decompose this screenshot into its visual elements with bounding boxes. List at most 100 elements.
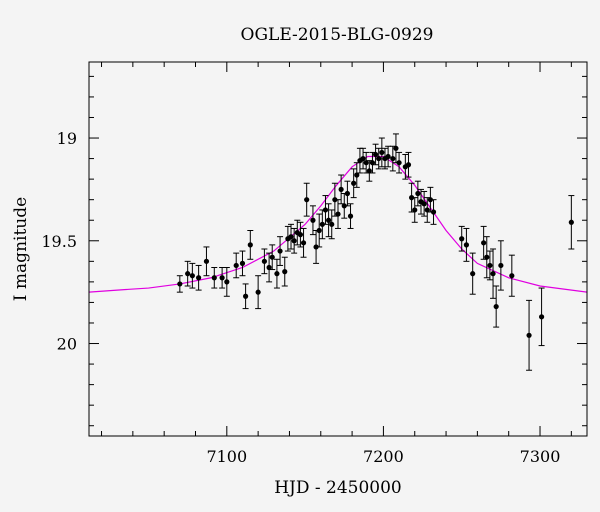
data-point-marker [470,271,476,277]
data-point-marker [269,254,275,260]
data-point [483,236,490,279]
data-point-marker [379,149,385,156]
data-point-marker [490,271,496,277]
data-points-layer [176,133,575,371]
data-point [350,168,357,199]
data-point-marker [463,242,470,248]
data-point-marker [363,160,369,166]
x-axis-tick-labels: 7100 7200 7300 [206,447,560,466]
data-point-marker [421,201,427,207]
data-point [369,151,376,174]
data-point [294,219,301,246]
data-point [493,285,500,328]
data-point-marker [430,209,437,215]
data-point [458,225,465,252]
data-point [266,252,273,283]
data-point-marker [344,190,350,197]
chart-title: OGLE-2015-BLG-0929 [241,25,434,45]
data-point-marker [185,271,191,277]
data-point [430,199,437,225]
data-point-marker [341,203,347,209]
data-point [288,223,295,250]
data-point [347,203,354,229]
data-point-marker [509,273,515,279]
data-point [414,180,421,207]
data-point-marker [484,254,490,260]
data-point [405,151,412,178]
y-tick-label: 19.5 [41,232,77,251]
data-point-marker [338,186,344,193]
data-point [392,133,399,164]
data-point-marker [300,240,307,246]
data-point-marker [427,197,433,203]
data-point-marker [224,279,230,285]
data-point-marker [390,155,396,162]
data-point-marker [369,160,376,166]
x-axis-ticks [101,62,572,436]
data-point-marker [326,217,332,223]
data-point [411,197,418,223]
data-point [375,147,382,170]
data-point [341,193,348,219]
data-point-marker [247,242,253,248]
data-point [497,240,504,291]
data-point-marker [243,293,249,299]
data-point-marker [239,260,246,266]
data-point-marker [291,238,297,244]
data-point [303,182,310,217]
data-point-marker [360,155,366,162]
y-axis-ticks [89,75,587,427]
data-point [297,221,304,248]
data-point [277,236,284,266]
data-point-marker [393,145,399,151]
data-point-marker [412,207,418,213]
data-point [338,174,345,205]
data-point [344,180,351,207]
data-point [176,275,183,293]
data-point [360,147,367,170]
data-point-marker [409,195,415,201]
x-tick-label: 7300 [520,447,561,466]
data-point-marker [385,153,391,160]
data-point-marker [487,262,493,269]
x-axis-label: HJD - 2450000 [274,478,402,498]
data-point [313,230,320,264]
data-point-marker [274,271,280,277]
data-point-marker [310,217,316,223]
data-point [378,137,385,168]
data-point-marker [366,168,372,174]
data-point-marker [277,248,283,254]
data-point-marker [282,269,288,275]
data-point [335,199,341,229]
data-point-marker [319,221,325,227]
data-point [219,266,226,289]
data-point-marker [329,221,335,227]
data-point-marker [177,281,183,287]
data-point-marker [405,162,412,168]
data-point-marker [332,197,338,203]
data-point-marker [316,227,322,234]
data-point-marker [347,213,354,219]
data-point-marker [335,211,341,217]
data-point [309,205,316,236]
data-point [469,252,476,295]
data-point-marker [189,273,195,279]
data-point [261,248,268,275]
data-point [291,227,298,254]
data-point [508,254,515,297]
data-point-marker [196,275,202,281]
data-point-marker [415,190,421,197]
data-point-marker [396,160,402,166]
data-point-marker [526,332,532,338]
data-point [316,213,323,248]
data-point-marker [354,172,360,178]
data-point-marker [266,264,272,271]
data-point [189,262,196,289]
data-point [396,151,403,174]
data-point-marker [481,240,487,246]
data-point [269,244,276,271]
data-point [242,283,249,310]
data-point-marker [322,207,329,213]
